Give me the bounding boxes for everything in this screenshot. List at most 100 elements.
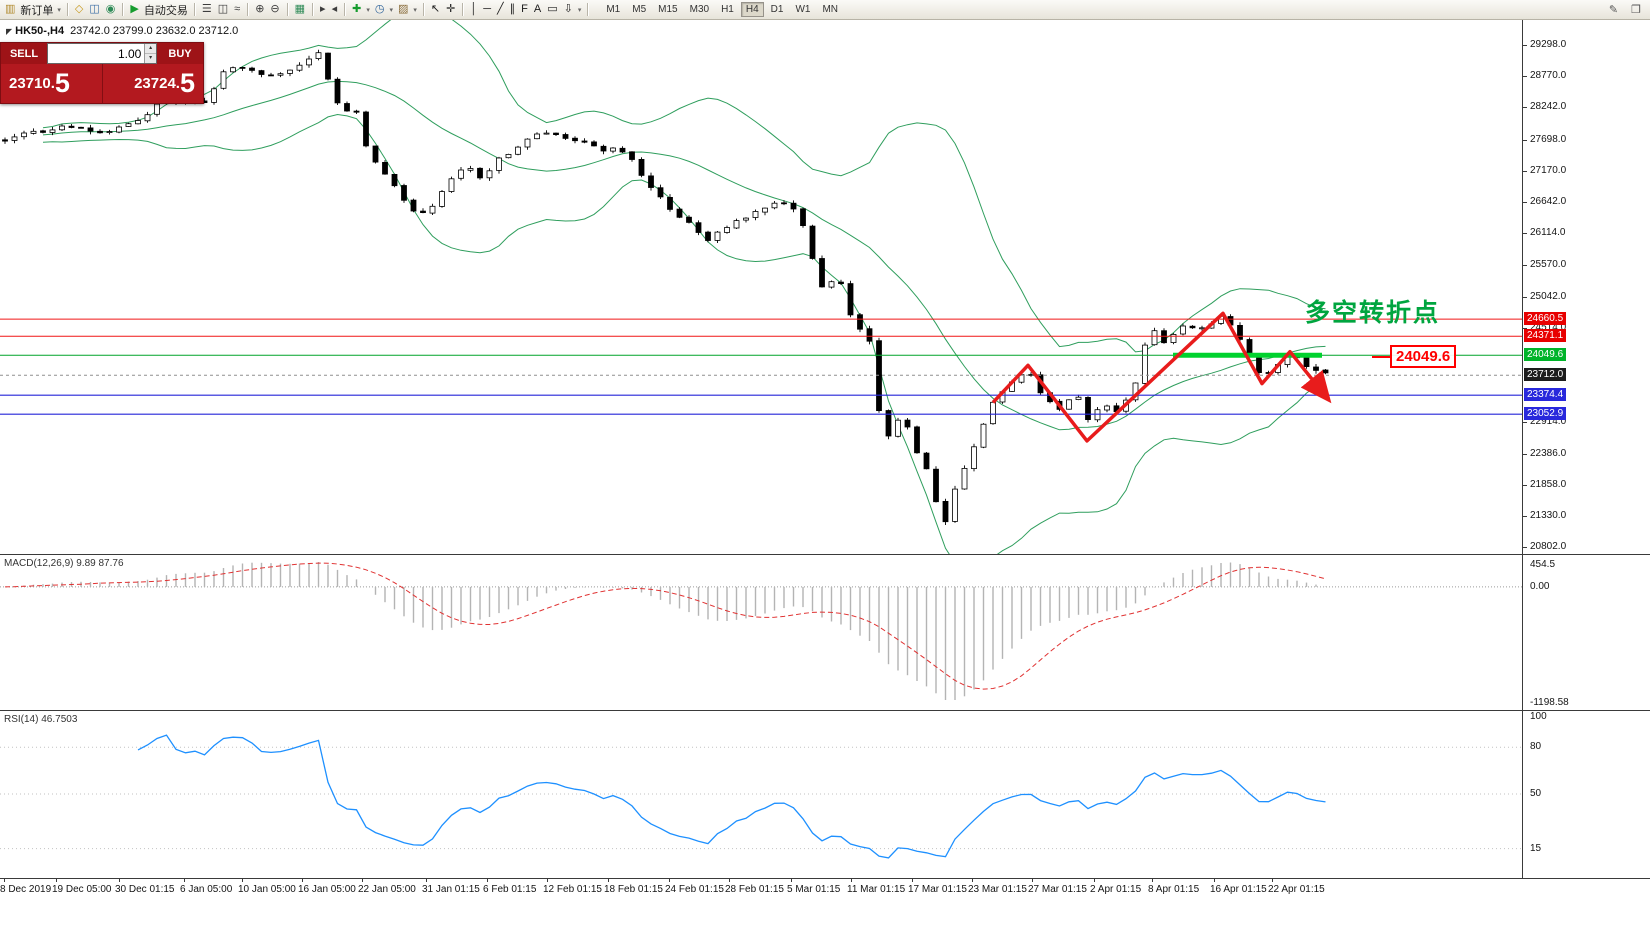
navigator-icon[interactable]: ◫ — [89, 3, 100, 15]
time-axis-tick — [302, 879, 303, 882]
time-axis-tick — [1152, 879, 1153, 882]
timeframe-button-w1[interactable]: W1 — [795, 4, 811, 15]
toolbar-separator — [312, 3, 314, 16]
price-axis-label: 15 — [1530, 842, 1542, 854]
timeframe-button-h4[interactable]: H4 — [740, 2, 764, 17]
vertical-line-icon[interactable]: │ — [470, 3, 478, 15]
timeframe-button-m5[interactable]: M5 — [632, 4, 647, 15]
buy-price-button[interactable]: 23724. 5 — [103, 64, 204, 103]
price-axis-badge: 24371.1 — [1524, 329, 1567, 343]
buy-button[interactable]: BUY — [157, 43, 203, 64]
time-axis-tick — [912, 879, 913, 882]
sell-button[interactable]: SELL — [1, 43, 47, 64]
time-axis-label: 16 Jan 05:00 — [298, 884, 356, 895]
price-axis-tick — [1523, 453, 1527, 455]
price-axis[interactable]: 29298.0 28770.0 28242.0 27698.0 27170.0 26642… — [1522, 20, 1650, 878]
time-axis-label: 11 Mar 01:15 — [847, 884, 906, 895]
time-axis-tick — [729, 879, 730, 882]
autotrade-button[interactable]: 自动交易 — [143, 4, 188, 17]
horizontal-line-icon[interactable]: ─ — [483, 3, 491, 15]
volume-decrease-button[interactable]: ▾ — [145, 54, 156, 63]
tile-windows-icon[interactable]: ▦ — [294, 3, 306, 15]
new-order-icon[interactable]: ▥ — [5, 3, 16, 15]
price-axis-label: 50 — [1530, 788, 1542, 799]
rsi-panel[interactable] — [0, 712, 1522, 878]
time-axis-label: 12 Feb 01:15 — [543, 884, 602, 895]
timeframe-button-h1[interactable]: H1 — [721, 4, 734, 15]
timeframe-button-m30[interactable]: M30 — [689, 4, 710, 15]
terminal-icon[interactable]: ◉ — [105, 3, 116, 15]
chart-shift-icon[interactable]: ◂ — [331, 3, 338, 15]
turning-point-annotation[interactable]: 多空转折点 — [1305, 300, 1441, 327]
price-axis-tick — [1523, 265, 1527, 267]
crosshair-icon[interactable]: ✛ — [446, 3, 456, 15]
dropdown-caret-icon[interactable]: ▾ — [413, 6, 417, 14]
time-axis[interactable]: 8 Dec 2019 19 Dec 05:00 30 Dec 01:15 6 Jan … — [0, 879, 1650, 905]
time-axis-label: 2 Apr 01:15 — [1090, 884, 1142, 895]
autotrade-play-icon[interactable]: ▶ — [130, 3, 139, 15]
price-chart[interactable] — [0, 20, 1522, 554]
toolbar-tools-group: ▥ 新订单 ▾ ◇ ◫ ◉ ▶ 自动交易 ☰ ◫ ≈ ⊕ ⊖ ▦ ▸ ◂ ✚ ▾ ◷ ▾ ▨ ▾ ↖ ✛ │ ─ ╱ ∥ F A ▭ ⇩ ▾ — [2, 0, 592, 20]
price-axis-badge: 24049.6 — [1524, 348, 1567, 362]
pencil-icon[interactable]: ✎ — [1608, 3, 1619, 16]
dropdown-caret-icon[interactable]: ▾ — [366, 6, 370, 14]
template-icon[interactable]: ▨ — [397, 3, 409, 15]
text-icon[interactable]: A — [533, 3, 542, 15]
auto-scroll-icon[interactable]: ▸ — [320, 3, 326, 15]
one-click-collapse-icon[interactable]: ◤ — [6, 27, 13, 36]
time-axis-label: 31 Jan 01:15 — [422, 884, 480, 895]
new-order-button[interactable]: 新订单 — [20, 4, 54, 17]
sell-price-button[interactable]: 23710. 5 — [1, 64, 103, 103]
time-axis-tick — [1032, 879, 1033, 882]
time-axis-tick — [1214, 879, 1215, 882]
text-label-icon[interactable]: ▭ — [547, 3, 558, 15]
panel-divider[interactable] — [0, 710, 1650, 711]
buy-price: 23724. — [134, 75, 180, 92]
time-axis-tick — [184, 879, 185, 882]
market-watch-icon[interactable]: ◇ — [74, 3, 84, 15]
time-axis-label: 30 Dec 01:15 — [115, 884, 175, 895]
price-axis-badge: 23052.9 — [1524, 407, 1567, 421]
bar-chart-icon[interactable]: ☰ — [201, 3, 212, 15]
price-axis-badge: 24660.5 — [1524, 312, 1567, 326]
window-layers-icon[interactable]: ❐ — [1631, 3, 1641, 16]
callout-price-text: 24049.6 — [1390, 345, 1457, 368]
periods-clock-icon[interactable]: ◷ — [374, 3, 385, 15]
fibonacci-icon[interactable]: F — [521, 3, 528, 15]
time-axis-label: 23 Mar 01:15 — [968, 884, 1027, 895]
timeframe-button-mn[interactable]: MN — [822, 4, 839, 15]
time-axis-tick — [362, 879, 363, 882]
arrows-icon[interactable]: ⇩ — [563, 3, 573, 15]
time-axis-label: 10 Jan 05:00 — [238, 884, 296, 895]
cursor-icon[interactable]: ↖ — [430, 3, 441, 15]
sell-price-big-digit: 5 — [54, 68, 70, 98]
volume-input[interactable] — [48, 44, 145, 63]
zoom-in-icon[interactable]: ⊕ — [255, 3, 265, 15]
price-axis-label: 100 — [1530, 711, 1547, 722]
dropdown-caret-icon[interactable]: ▾ — [389, 6, 393, 14]
add-indicator-icon[interactable]: ✚ — [352, 3, 362, 15]
volume-increase-button[interactable]: ▴ — [145, 44, 156, 54]
macd-indicator-label: MACD(12,26,9) 9.89 87.76 — [4, 558, 124, 569]
dropdown-caret-icon[interactable]: ▾ — [57, 6, 61, 14]
timeframe-button-m1[interactable]: M1 — [606, 4, 621, 15]
zoom-out-icon[interactable]: ⊖ — [270, 3, 280, 15]
time-axis-tick — [426, 879, 427, 882]
panel-divider[interactable] — [0, 554, 1650, 555]
time-axis-label: 22 Jan 05:00 — [358, 884, 416, 895]
toolbar-separator — [247, 3, 249, 16]
price-axis-label: 454.5 — [1530, 559, 1556, 570]
candlestick-chart-icon[interactable]: ◫ — [217, 3, 229, 15]
trendline-icon[interactable]: ╱ — [497, 3, 504, 15]
timeframe-button-m15[interactable]: M15 — [658, 4, 678, 15]
toolbar-separator — [344, 3, 346, 16]
timeframe-button-d1[interactable]: D1 — [770, 4, 784, 15]
equidistant-channel-icon[interactable]: ∥ — [509, 3, 516, 15]
time-axis-label: 8 Dec 2019 — [0, 884, 52, 895]
line-chart-icon[interactable]: ≈ — [234, 3, 241, 15]
price-axis-tick — [1523, 484, 1527, 486]
price-axis-label: 80 — [1530, 741, 1542, 753]
dropdown-caret-icon[interactable]: ▾ — [577, 6, 582, 14]
price-callout-label[interactable]: 24049.6 — [1372, 345, 1457, 368]
macd-panel[interactable] — [0, 556, 1522, 710]
